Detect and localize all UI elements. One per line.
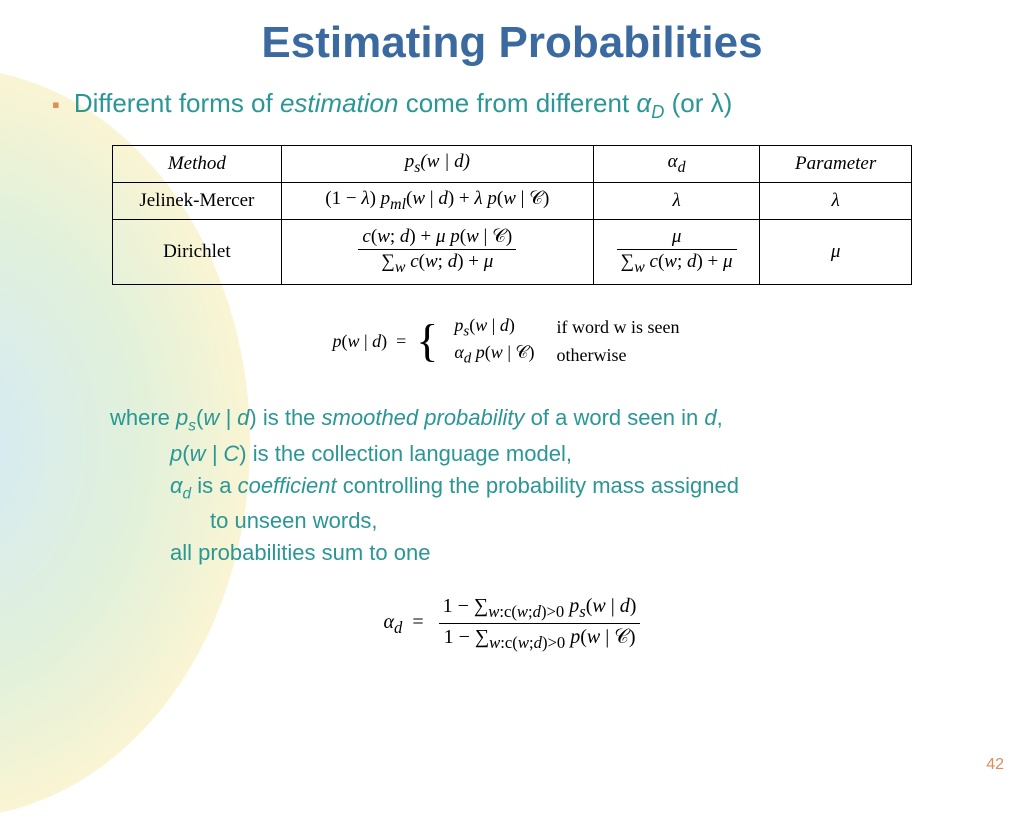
piecewise-cases: ps(w | d)if word w is seen αd p(w | 𝒞)ot… bbox=[442, 313, 691, 370]
cell-param-jm: λ bbox=[760, 182, 912, 219]
th-ps: ps(w | d) bbox=[281, 146, 593, 183]
slide-content: Estimating Probabilities ▪ Different for… bbox=[0, 18, 1024, 786]
cell-param-dir: μ bbox=[760, 219, 912, 284]
bullet-alpha: α bbox=[636, 88, 651, 118]
cell-method-dir: Dirichlet bbox=[113, 219, 282, 284]
bullet-sub: D bbox=[651, 102, 664, 122]
explain-line-5: all probabilities sum to one bbox=[170, 537, 1024, 569]
piecewise-lhs: p(w | d) = bbox=[332, 331, 406, 352]
th-alpha: αd bbox=[593, 146, 759, 183]
explain-line-3: αd is a coefficient controlling the prob… bbox=[170, 470, 1024, 506]
slide-title: Estimating Probabilities bbox=[0, 18, 1024, 68]
explain-line-1: where ps(w | d) is the smoothed probabil… bbox=[110, 402, 1024, 438]
bullet-prefix: Different forms of bbox=[74, 88, 280, 118]
cell-alpha-dir: μ ∑w c(w; d) + μ bbox=[593, 219, 759, 284]
explain-line-4: to unseen words, bbox=[210, 505, 1024, 537]
explanation-block: where ps(w | d) is the smoothed probabil… bbox=[110, 402, 1024, 569]
bullet-line: ▪ Different forms of estimation come fro… bbox=[52, 88, 1024, 123]
methods-table: Method ps(w | d) αd Parameter Jelinek-Me… bbox=[112, 145, 912, 285]
th-method: Method bbox=[113, 146, 282, 183]
bullet-tail: (or λ) bbox=[664, 88, 732, 118]
alpha-fraction: 1 − ∑w:c(w;d)>0 ps(w | d) 1 − ∑w:c(w;d)>… bbox=[439, 593, 641, 653]
piecewise-equation: p(w | d) = { ps(w | d)if word w is seen … bbox=[0, 313, 1024, 370]
table-row: Dirichlet c(w; d) + μ p(w | 𝒞) ∑w c(w; d… bbox=[113, 219, 912, 284]
slide-number: 42 bbox=[986, 756, 1004, 774]
brace-icon: { bbox=[416, 323, 438, 360]
table-row: Jelinek-Mercer (1 − λ) pml(w | d) + λ p(… bbox=[113, 182, 912, 219]
explain-line-2: p(w | C) is the collection language mode… bbox=[170, 438, 1024, 470]
th-param: Parameter bbox=[760, 146, 912, 183]
cond-seen: if word w is seen bbox=[547, 315, 690, 341]
alpha-lhs: αd = bbox=[384, 611, 434, 633]
bullet-mid: come from different bbox=[398, 88, 636, 118]
cell-ps-jm: (1 − λ) pml(w | d) + λ p(w | 𝒞) bbox=[281, 182, 593, 219]
alpha-equation: αd = 1 − ∑w:c(w;d)>0 ps(w | d) 1 − ∑w:c(… bbox=[0, 593, 1024, 653]
bullet-icon: ▪ bbox=[52, 92, 60, 118]
cond-otherwise: otherwise bbox=[547, 342, 690, 368]
cell-ps-dir: c(w; d) + μ p(w | 𝒞) ∑w c(w; d) + μ bbox=[281, 219, 593, 284]
bullet-text: Different forms of estimation come from … bbox=[74, 88, 732, 123]
bullet-em: estimation bbox=[280, 88, 399, 118]
cell-method-jm: Jelinek-Mercer bbox=[113, 182, 282, 219]
cell-alpha-jm: λ bbox=[593, 182, 759, 219]
table-header-row: Method ps(w | d) αd Parameter bbox=[113, 146, 912, 183]
